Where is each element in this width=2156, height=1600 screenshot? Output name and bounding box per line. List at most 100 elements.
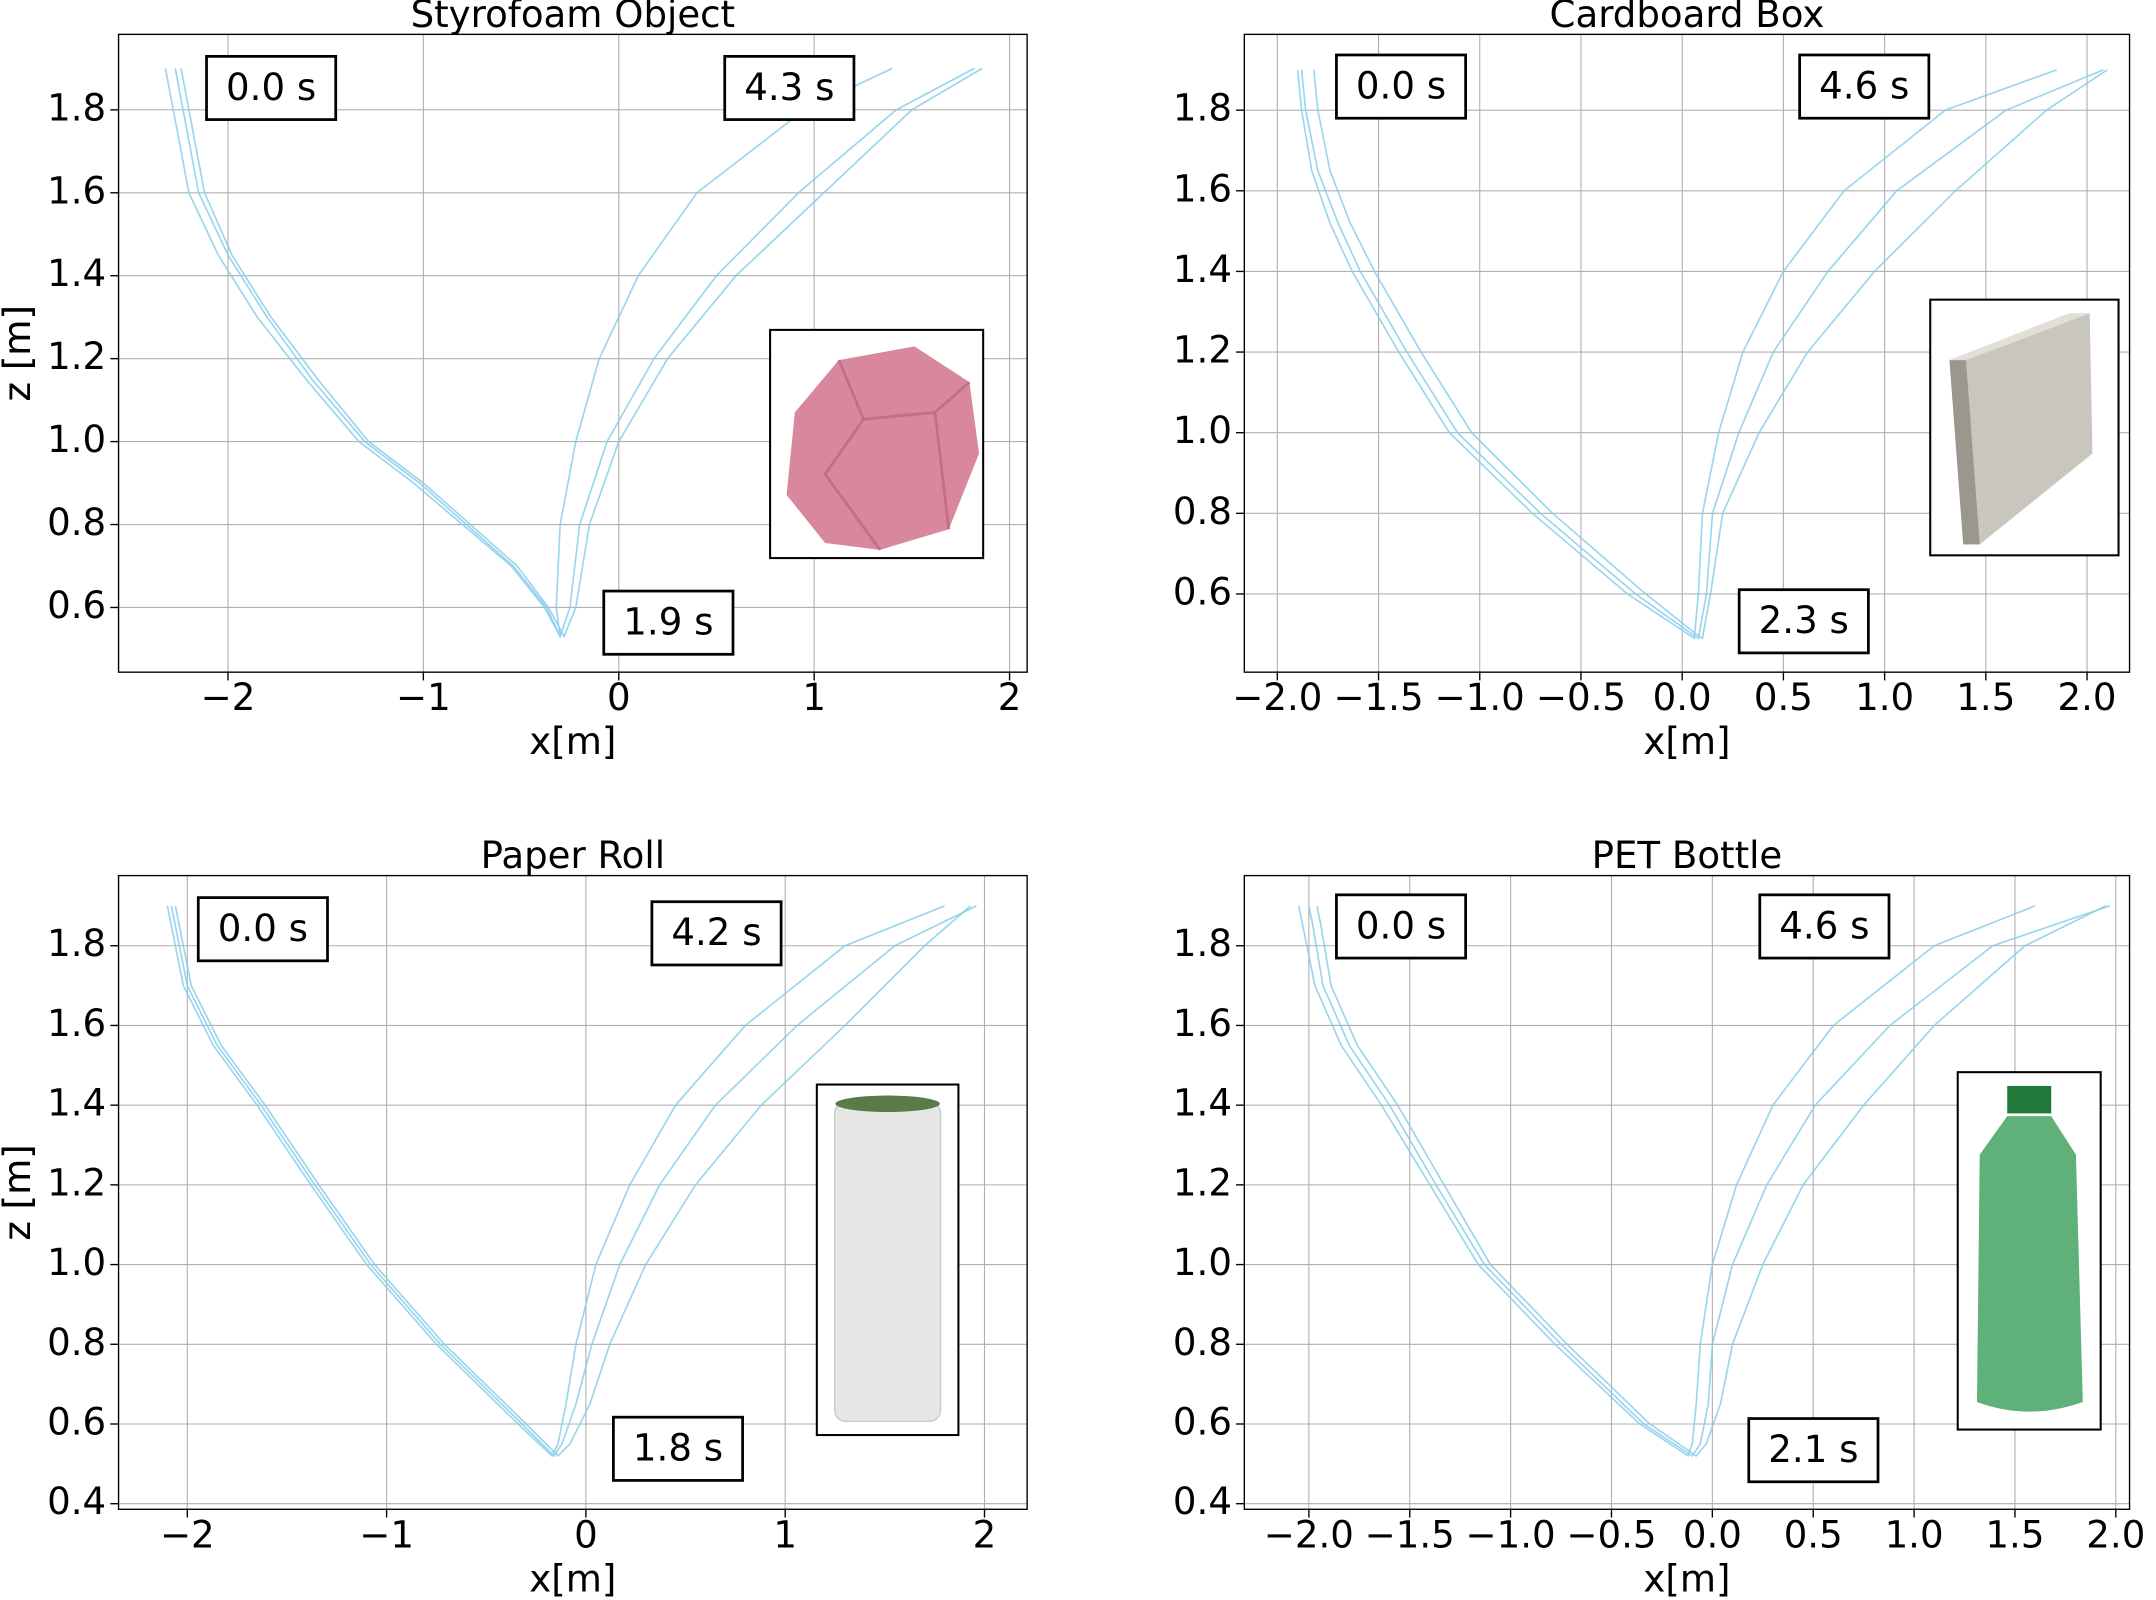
- trajectory: [1297, 905, 2036, 1458]
- x-tick-label: 1: [802, 676, 826, 719]
- x-tick-label: 1: [773, 1513, 797, 1556]
- trajectory: [166, 905, 945, 1458]
- time-box: [1335, 893, 1468, 960]
- x-tick-label: 2: [973, 1513, 997, 1556]
- axes-frame: [117, 874, 1028, 1510]
- time-box: [1737, 588, 1870, 655]
- axes-frame: [1243, 874, 2131, 1510]
- time-box: [1747, 1417, 1880, 1484]
- y-tick-label: 1.2: [47, 1161, 106, 1204]
- y-tick-label: 0.4: [47, 1480, 106, 1523]
- x-tick-label: 0.0: [1683, 1513, 1742, 1556]
- inset-paper-roll: [815, 1083, 960, 1437]
- x-tick-label: 1.0: [1885, 1513, 1944, 1556]
- x-axis-label: x[m]: [529, 720, 616, 763]
- subplot-title: Styrofoam Object: [411, 0, 736, 36]
- trajectory: [1308, 905, 2111, 1458]
- y-tick-label: 1.4: [1173, 248, 1232, 291]
- y-tick-label: 1.8: [47, 86, 106, 129]
- trajectory: [1316, 905, 2107, 1457]
- subplot-title: Paper Roll: [481, 834, 665, 877]
- subplot-title: PET Bottle: [1592, 834, 1783, 877]
- time-label: 2.1 s: [1768, 1428, 1858, 1471]
- axes-frame: [1243, 33, 2131, 673]
- y-tick-label: 0.4: [1173, 1480, 1232, 1523]
- time-label: 4.6 s: [1779, 904, 1869, 947]
- y-tick-label: 1.2: [1173, 329, 1232, 372]
- y-axis-label: z [m]: [0, 305, 39, 401]
- time-label: 4.6 s: [1819, 64, 1909, 107]
- time-label: 0.0 s: [226, 66, 316, 109]
- x-tick-label: −0.5: [1566, 1513, 1656, 1556]
- trajectory: [164, 67, 975, 639]
- y-tick-label: 1.6: [47, 169, 106, 212]
- x-tick-label: −1: [396, 676, 451, 719]
- y-tick-label: 0.6: [1173, 1400, 1232, 1443]
- y-tick-label: 0.8: [47, 1321, 106, 1364]
- y-tick-label: 0.8: [47, 501, 106, 544]
- inset-bottle: [1956, 1071, 2102, 1431]
- y-tick-label: 1.2: [1173, 1161, 1232, 1204]
- trajectory: [174, 67, 893, 637]
- x-tick-label: −2: [160, 1513, 215, 1556]
- trajectory: [1300, 69, 2104, 640]
- x-tick-label: −1.5: [1365, 1513, 1455, 1556]
- x-tick-label: −1.0: [1435, 676, 1525, 719]
- time-box: [650, 900, 783, 967]
- x-tick-label: 0.0: [1653, 676, 1712, 719]
- x-axis-label: x[m]: [1643, 720, 1730, 763]
- x-tick-label: −2: [201, 676, 256, 719]
- y-tick-label: 1.0: [47, 418, 106, 461]
- x-tick-label: 1.5: [1985, 1513, 2044, 1556]
- time-box: [1335, 53, 1468, 120]
- inset-cardboard: [1929, 298, 2120, 557]
- y-tick-label: 1.0: [1173, 1241, 1232, 1284]
- time-label: 1.9 s: [623, 601, 713, 644]
- x-tick-label: 2: [998, 676, 1022, 719]
- y-tick-label: 1.4: [1173, 1082, 1232, 1125]
- time-box: [723, 54, 856, 121]
- subplot: −2 −1 0 1 2 0.6 0.8 1.0 1.2 1.4 1.6 1.8 Styrofoam Ob…: [0, 0, 1028, 763]
- y-tick-label: 1.6: [1173, 1002, 1232, 1045]
- subplot-title: Cardboard Box: [1550, 0, 1825, 36]
- y-tick-label: 0.6: [47, 584, 106, 627]
- x-axis-label: x[m]: [529, 1557, 616, 1600]
- x-tick-label: −2.0: [1232, 676, 1322, 719]
- time-label: 0.0 s: [218, 907, 308, 950]
- x-tick-label: −1: [359, 1513, 414, 1556]
- subplot: −2 −1 0 1 2 0.4 0.6 0.8 1.0 1.2 1.4 1.6 1.8 Paper Rol…: [0, 834, 1028, 1600]
- x-tick-label: 0: [574, 1513, 598, 1556]
- subplot: −2.0 −1.5 −1.0 −0.5 0.0 0.5 1.0 1.5 2.0 0.6 0.8 1.0…: [0, 0, 2131, 763]
- time-box: [1758, 893, 1891, 960]
- y-tick-label: 1.4: [47, 1082, 106, 1125]
- time-label: 4.2 s: [671, 911, 761, 954]
- y-axis-label: z [m]: [0, 305, 39, 401]
- y-axis-label: z [m]: [0, 1144, 39, 1240]
- y-tick-label: 1.6: [47, 1002, 106, 1045]
- y-tick-label: 1.0: [47, 1241, 106, 1284]
- y-tick-label: 1.6: [1173, 167, 1232, 210]
- trajectory: [180, 67, 983, 639]
- axes-frame: [117, 33, 1028, 673]
- y-tick-label: 0.8: [1173, 1321, 1232, 1364]
- time-box: [612, 1415, 744, 1482]
- x-tick-label: 0: [607, 676, 631, 719]
- inset-styrofoam: [769, 328, 985, 560]
- x-tick-label: −2.0: [1264, 1513, 1354, 1556]
- y-tick-label: 1.0: [1173, 409, 1232, 452]
- time-box: [196, 896, 329, 963]
- y-tick-label: 1.4: [47, 252, 106, 295]
- time-label: 0.0 s: [1356, 64, 1446, 107]
- trajectory: [174, 905, 972, 1458]
- x-tick-label: 1.5: [1956, 676, 2015, 719]
- y-tick-label: 1.8: [1173, 922, 1232, 965]
- y-tick-label: 1.8: [1173, 87, 1232, 130]
- x-axis-label: x[m]: [1643, 1557, 1730, 1600]
- time-label: 4.3 s: [744, 66, 834, 109]
- subplot: −2.0 −1.5 −1.0 −0.5 0.0 0.5 1.0 1.5 2.0 0.4 0.6 0.8…: [0, 834, 2145, 1600]
- x-tick-label: −0.5: [1536, 676, 1626, 719]
- y-tick-label: 0.8: [1173, 490, 1232, 533]
- x-tick-label: 1.0: [1855, 676, 1914, 719]
- trajectory: [1312, 69, 2108, 640]
